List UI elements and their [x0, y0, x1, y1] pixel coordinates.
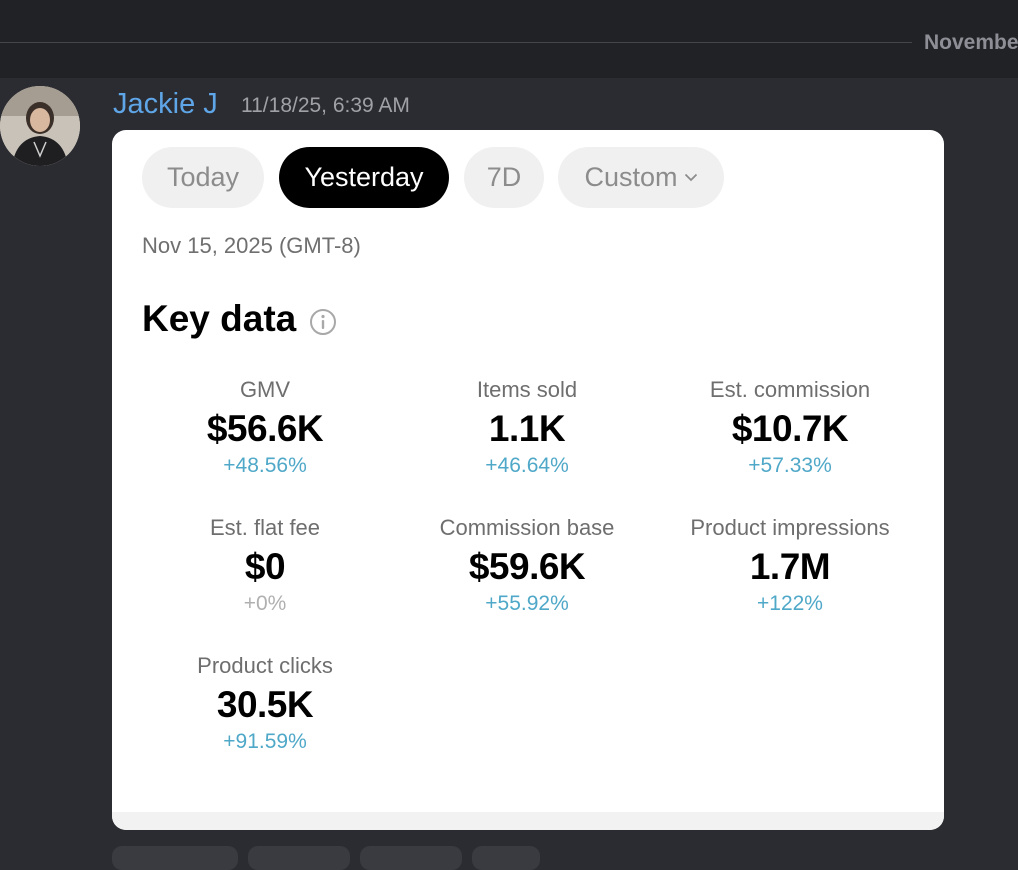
- metric-est-flat-fee: Est. flat fee $0 +0%: [134, 515, 396, 616]
- metric-label: Product impressions: [690, 515, 890, 540]
- tab-custom[interactable]: Custom: [558, 147, 724, 208]
- metric-change: +122%: [757, 592, 823, 615]
- metric-change: +57.33%: [748, 454, 832, 477]
- reaction-pill[interactable]: [248, 846, 350, 870]
- message-timestamp: 11/18/25, 6:39 AM: [241, 94, 410, 117]
- date-range: Nov 15, 2025 (GMT-8): [142, 233, 361, 258]
- avatar[interactable]: [0, 86, 80, 166]
- reaction-pill[interactable]: [360, 846, 462, 870]
- metric-label: Product clicks: [197, 653, 333, 678]
- tab-yesterday[interactable]: Yesterday: [279, 147, 449, 208]
- tab-today[interactable]: Today: [142, 147, 264, 208]
- metric-value: 30.5K: [216, 684, 314, 725]
- metric-change: +48.56%: [223, 454, 307, 477]
- metric-commission-base: Commission base $59.6K +55.92%: [396, 515, 658, 616]
- tab-today-label: Today: [166, 162, 240, 192]
- metric-items-sold: Items sold 1.1K +46.64%: [396, 377, 658, 478]
- metric-est-commission: Est. commission $10.7K +57.33%: [659, 377, 921, 478]
- date-divider-label: Novembe: [924, 31, 1018, 54]
- metric-label: Commission base: [439, 515, 615, 540]
- avatar-image: [0, 86, 80, 166]
- metric-value: $56.6K: [206, 408, 324, 449]
- reaction-pill[interactable]: [112, 846, 238, 870]
- metric-change: +91.59%: [223, 730, 307, 753]
- metric-label: Est. flat fee: [209, 515, 321, 540]
- metric-value: $0: [244, 546, 286, 587]
- metric-change: +55.92%: [485, 592, 569, 615]
- metric-change: +46.64%: [485, 454, 569, 477]
- card-footer-strip: [112, 812, 944, 830]
- metric-label: Items sold: [476, 377, 578, 402]
- metric-gmv: GMV $56.6K +48.56%: [134, 377, 396, 478]
- tab-custom-label: Custom: [584, 162, 678, 192]
- metric-product-impressions: Product impressions 1.7M +122%: [659, 515, 921, 616]
- tab-7d-label: 7D: [486, 162, 522, 192]
- metric-label: GMV: [239, 377, 291, 402]
- chevron-down-icon: [684, 173, 698, 182]
- tab-yesterday-label: Yesterday: [304, 162, 424, 192]
- metric-value: 1.1K: [488, 408, 566, 449]
- channel-header-band: [0, 0, 1018, 78]
- tab-7d[interactable]: 7D: [464, 147, 544, 208]
- reaction-pill[interactable]: [472, 846, 540, 870]
- metric-label: Est. commission: [709, 377, 871, 402]
- metric-value: $10.7K: [731, 408, 849, 449]
- info-circle-icon[interactable]: [309, 308, 337, 341]
- date-divider-line: [0, 42, 912, 43]
- section-title: Key data: [142, 298, 297, 339]
- author-name[interactable]: Jackie J: [113, 88, 218, 120]
- embedded-screenshot-card[interactable]: Today Yesterday 7D Custom Nov 15, 2025 (…: [112, 130, 944, 830]
- metric-product-clicks: Product clicks 30.5K +91.59%: [134, 653, 396, 754]
- metric-value: 1.7M: [749, 546, 831, 587]
- metric-change: +0%: [243, 592, 287, 615]
- metric-value: $59.6K: [468, 546, 586, 587]
